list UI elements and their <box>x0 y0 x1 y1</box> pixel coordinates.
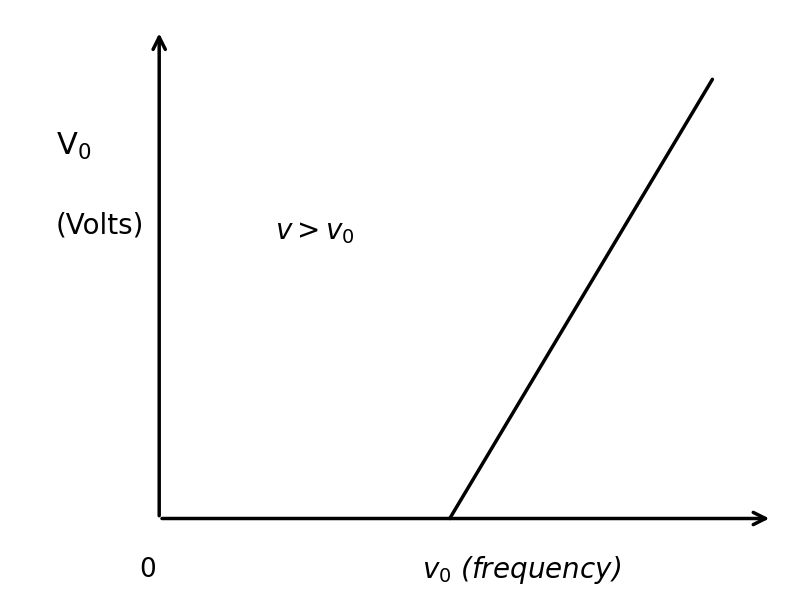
Text: (Volts): (Volts) <box>56 212 144 240</box>
Text: $v$$>$$v_0$: $v$$>$$v_0$ <box>275 218 354 246</box>
Text: $\mathregular{V_0}$: $\mathregular{V_0}$ <box>56 131 91 162</box>
Text: $v_0$ (frequency): $v_0$ (frequency) <box>422 554 621 586</box>
Text: 0: 0 <box>139 558 156 583</box>
